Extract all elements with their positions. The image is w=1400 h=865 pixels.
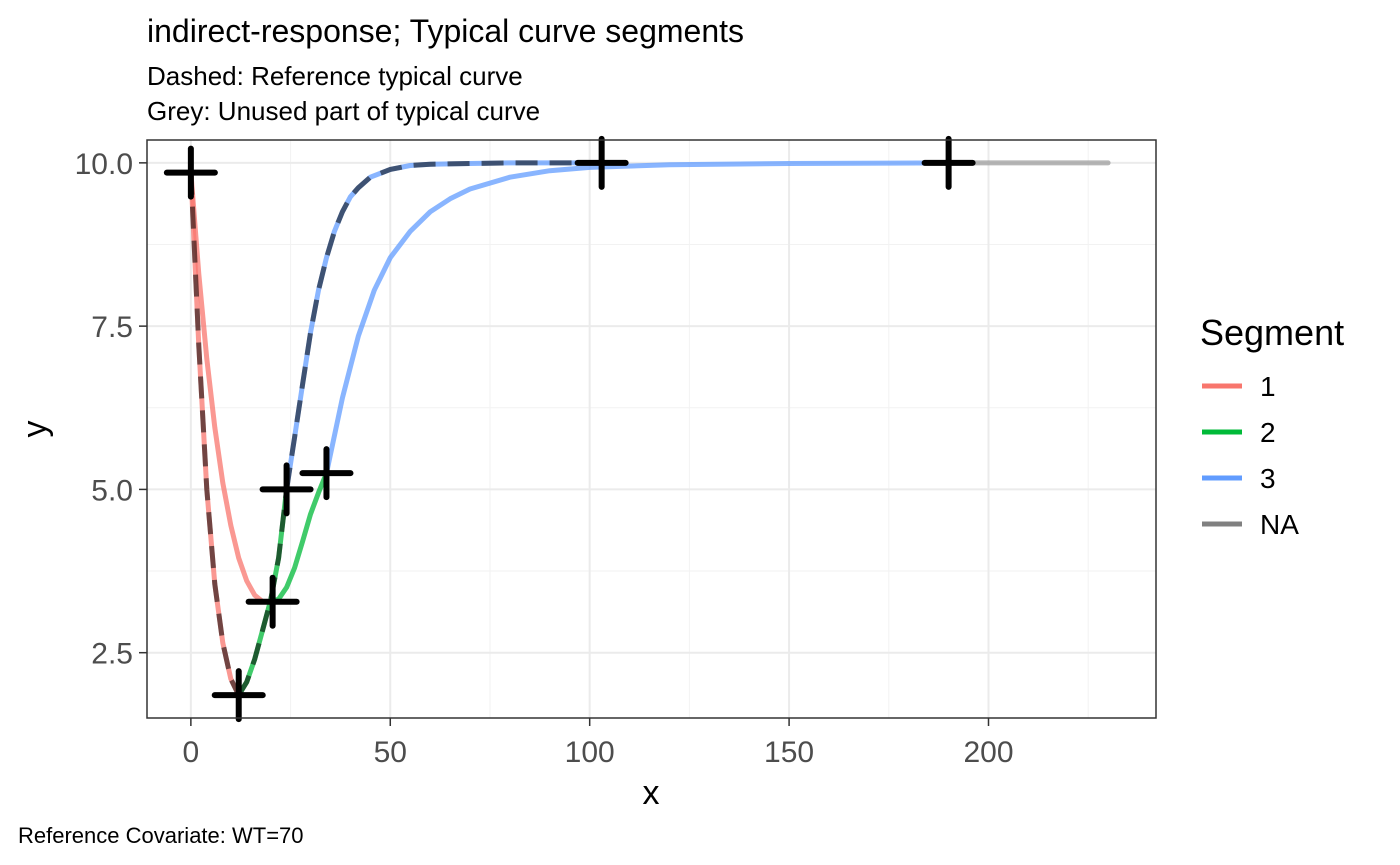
segment-marker xyxy=(574,135,629,190)
legend-label-2: 2 xyxy=(1260,417,1276,448)
segment-marker xyxy=(163,145,218,200)
grid-major xyxy=(147,140,1156,718)
y-axis-title: y xyxy=(16,421,54,438)
y-tick-label: 5.0 xyxy=(91,474,133,507)
reference-dash-segment-1 xyxy=(188,172,241,697)
y-axis-ticks: 2.5 5.0 7.5 10.0 xyxy=(75,148,147,671)
legend-label-1: 1 xyxy=(1260,371,1276,402)
segment-marker xyxy=(211,668,266,723)
reference-dash-segment-2 xyxy=(236,489,290,697)
x-tick-label: 200 xyxy=(963,736,1013,769)
x-axis-title: x xyxy=(643,774,660,812)
chart-subtitle-line-1: Dashed: Reference typical curve xyxy=(147,61,523,91)
x-axis-ticks: 0 50 100 150 200 xyxy=(183,718,1014,769)
legend: Segment 1 2 3 NA xyxy=(1200,312,1344,540)
legend-label-3: 3 xyxy=(1260,463,1276,494)
segment-marker xyxy=(921,135,976,190)
plot-panel-border xyxy=(146,139,1157,719)
segment-marker xyxy=(259,462,314,517)
reference-dash-segment-3 xyxy=(284,160,602,490)
series-line-segment-2 xyxy=(268,470,329,605)
series-line-segment-1 xyxy=(188,170,274,605)
chart-subtitle-line-2: Grey: Unused part of typical curve xyxy=(147,96,540,126)
legend-title: Segment xyxy=(1200,312,1344,353)
segment-markers xyxy=(163,135,976,723)
y-tick-label: 7.5 xyxy=(91,311,133,344)
chart-caption: Reference Covariate: WT=70 xyxy=(18,823,304,848)
data-lines xyxy=(188,160,1111,698)
x-tick-label: 0 xyxy=(183,736,200,769)
x-tick-label: 50 xyxy=(374,736,407,769)
segment-marker xyxy=(245,574,300,629)
y-tick-label: 2.5 xyxy=(91,638,133,671)
segment-marker xyxy=(299,446,354,501)
series-line-segment-3 xyxy=(324,160,952,476)
x-tick-label: 100 xyxy=(565,736,615,769)
y-tick-label: 10.0 xyxy=(75,148,133,181)
x-tick-label: 150 xyxy=(764,736,814,769)
legend-label-NA: NA xyxy=(1260,509,1299,540)
chart-title: indirect-response; Typical curve segment… xyxy=(147,13,744,49)
